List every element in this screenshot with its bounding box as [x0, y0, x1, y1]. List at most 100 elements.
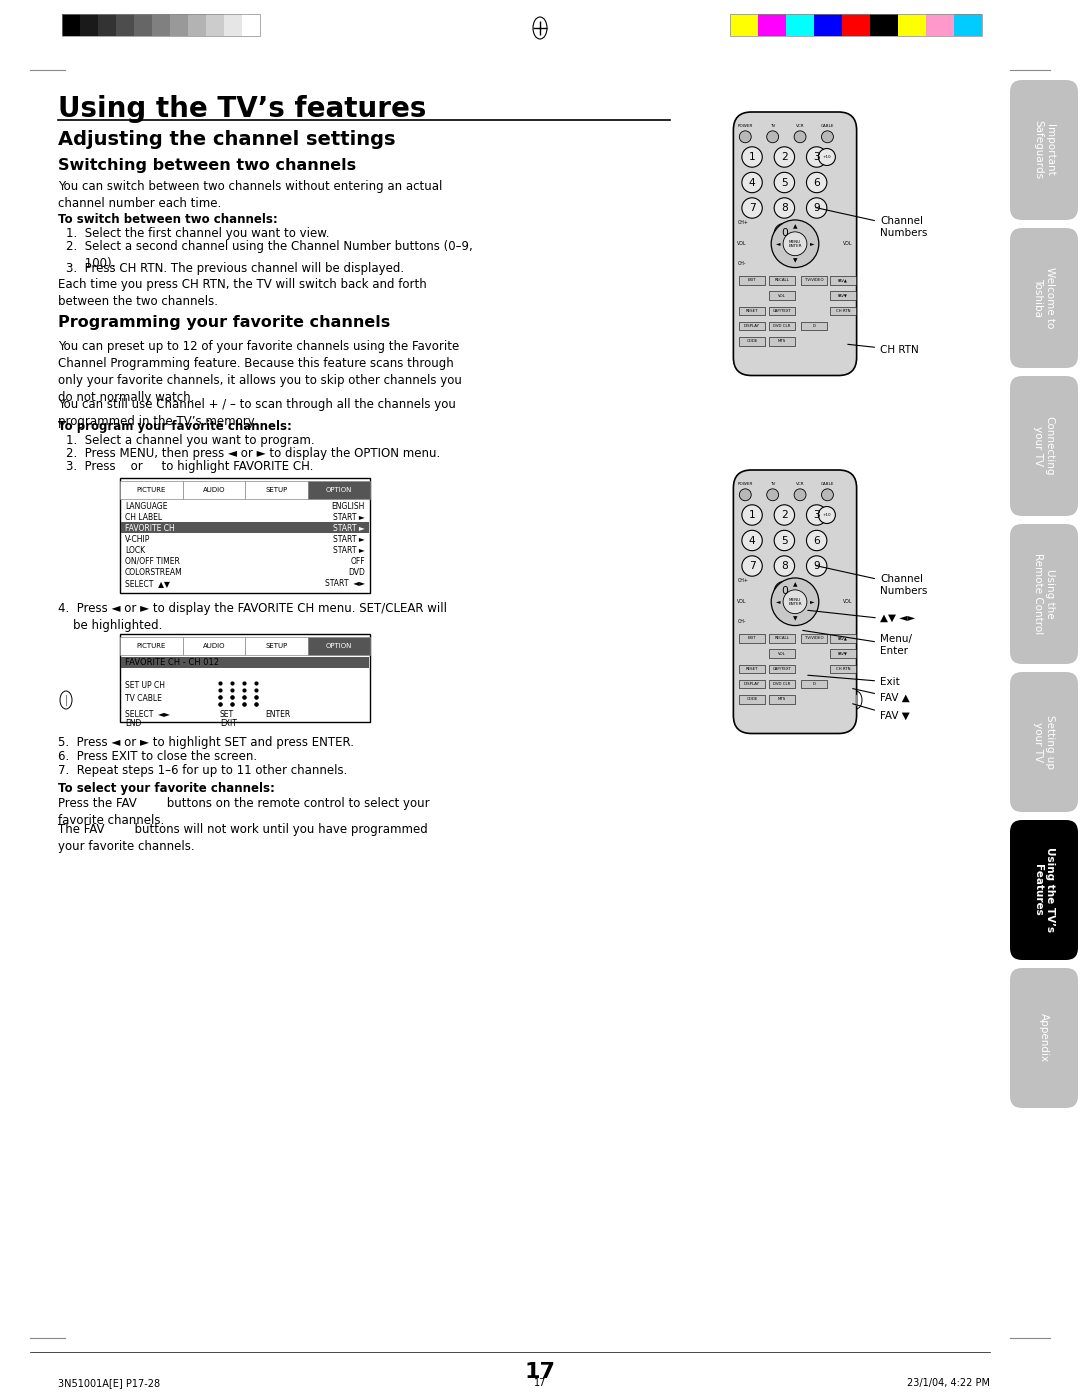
Bar: [170, 14, 188, 36]
FancyBboxPatch shape: [1010, 376, 1078, 516]
Bar: [740, 276, 765, 284]
Text: DISPLAY: DISPLAY: [744, 682, 760, 686]
Bar: [730, 14, 982, 36]
Bar: [954, 14, 982, 36]
Text: START ►: START ►: [334, 513, 365, 521]
Bar: [786, 14, 814, 36]
Text: 7: 7: [748, 204, 755, 213]
Bar: [134, 14, 152, 36]
Text: START ►: START ►: [334, 546, 365, 555]
Bar: [769, 276, 795, 284]
Text: Important
Safeguards: Important Safeguards: [1034, 120, 1055, 180]
Text: SETUP: SETUP: [265, 487, 287, 493]
Text: SETUP: SETUP: [265, 643, 287, 650]
Text: 7: 7: [748, 560, 755, 572]
Text: 1: 1: [748, 152, 755, 162]
Bar: [831, 291, 855, 300]
Text: FAVORITE CH: FAVORITE CH: [125, 524, 175, 533]
Text: 0: 0: [781, 587, 787, 597]
FancyBboxPatch shape: [1010, 967, 1078, 1108]
Text: RESET: RESET: [746, 666, 758, 671]
Bar: [740, 680, 765, 689]
Circle shape: [742, 198, 762, 219]
Text: 2.  Press MENU, then press ◄ or ► to display the OPTION menu.: 2. Press MENU, then press ◄ or ► to disp…: [66, 447, 441, 460]
Circle shape: [807, 505, 827, 526]
Bar: [740, 696, 765, 704]
Bar: [245, 637, 308, 655]
Text: START ►: START ►: [334, 524, 365, 533]
Text: 3: 3: [813, 152, 820, 162]
Bar: [740, 307, 765, 315]
Text: CH+: CH+: [738, 579, 748, 583]
Circle shape: [742, 505, 762, 526]
Circle shape: [794, 489, 806, 500]
Text: MTS: MTS: [778, 697, 786, 701]
Text: You can preset up to 12 of your favorite channels using the Favorite
Channel Pro: You can preset up to 12 of your favorite…: [58, 340, 462, 404]
Circle shape: [822, 489, 834, 500]
Text: CH RTN: CH RTN: [836, 309, 850, 312]
Bar: [120, 478, 370, 592]
Circle shape: [822, 131, 834, 142]
Circle shape: [742, 556, 762, 576]
Circle shape: [767, 131, 779, 142]
Circle shape: [742, 146, 762, 167]
Text: ▼: ▼: [793, 616, 797, 622]
Text: ◄: ◄: [775, 241, 780, 247]
Circle shape: [819, 149, 835, 166]
Circle shape: [742, 530, 762, 551]
Bar: [116, 14, 134, 36]
Text: ▼: ▼: [793, 258, 797, 263]
Text: 9: 9: [813, 560, 820, 572]
Text: MENU
ENTER: MENU ENTER: [788, 240, 801, 248]
Text: CAP/TEXT: CAP/TEXT: [772, 309, 792, 312]
Text: 6.  Press EXIT to close the screen.: 6. Press EXIT to close the screen.: [58, 750, 257, 763]
Text: CH RTN: CH RTN: [848, 344, 919, 355]
Text: Channel
Numbers: Channel Numbers: [815, 208, 928, 238]
Bar: [740, 665, 765, 673]
Text: 5: 5: [781, 535, 787, 545]
Text: 5.  Press ◄ or ► to highlight SET and press ENTER.: 5. Press ◄ or ► to highlight SET and pre…: [58, 736, 354, 749]
Text: FAVORITE CH - CH 012: FAVORITE CH - CH 012: [125, 658, 219, 666]
Text: POWER: POWER: [738, 124, 753, 128]
Text: VOL: VOL: [738, 599, 747, 604]
Text: Exit: Exit: [808, 675, 900, 687]
Text: Appendix: Appendix: [1039, 1013, 1049, 1062]
Text: Press the FAV        buttons on the remote control to select your
favorite chann: Press the FAV buttons on the remote cont…: [58, 797, 430, 827]
Text: To switch between two channels:: To switch between two channels:: [58, 213, 278, 226]
Text: 8: 8: [781, 204, 787, 213]
Text: MENU
ENTER: MENU ENTER: [788, 598, 801, 606]
Bar: [769, 634, 795, 643]
Bar: [814, 14, 842, 36]
Circle shape: [819, 506, 835, 524]
Text: RESET: RESET: [746, 309, 758, 312]
Circle shape: [740, 131, 752, 142]
Text: TV CABLE: TV CABLE: [125, 694, 162, 703]
Circle shape: [742, 173, 762, 192]
Text: CLEAR: CLEAR: [260, 669, 285, 677]
Bar: [120, 634, 370, 722]
Text: PICTURE: PICTURE: [136, 643, 166, 650]
Text: 4: 4: [748, 535, 755, 545]
Bar: [121, 521, 369, 533]
Text: Welcome to
Toshiba: Welcome to Toshiba: [1034, 268, 1055, 329]
Text: POWER: POWER: [738, 482, 753, 487]
Text: ENGLISH: ENGLISH: [332, 502, 365, 512]
Text: Using the TV’s features: Using the TV’s features: [58, 95, 427, 123]
Bar: [206, 14, 224, 36]
Text: SET: SET: [220, 710, 234, 719]
Text: EXIT: EXIT: [747, 636, 756, 640]
Text: Using the TV’s
Features: Using the TV’s Features: [1034, 848, 1055, 933]
Bar: [831, 307, 855, 315]
Bar: [769, 291, 795, 300]
Text: D: D: [812, 325, 815, 328]
Text: Channel
Numbers: Channel Numbers: [815, 566, 928, 595]
Bar: [245, 481, 308, 499]
Text: FAV ▼: FAV ▼: [853, 704, 909, 721]
Bar: [740, 337, 765, 346]
Text: EXIT: EXIT: [220, 719, 237, 728]
Bar: [870, 14, 897, 36]
Circle shape: [774, 581, 795, 602]
Text: SET: SET: [220, 669, 234, 677]
Bar: [769, 650, 795, 658]
Text: CAP/TEXT: CAP/TEXT: [772, 666, 792, 671]
